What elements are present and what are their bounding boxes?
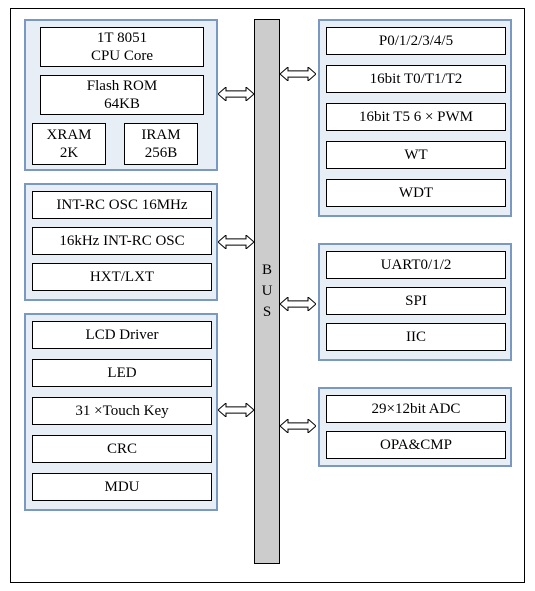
bus-arrow xyxy=(218,87,254,101)
text: UART0/1/2 xyxy=(381,256,452,274)
box-iram: IRAM 256B xyxy=(124,123,198,165)
box-iic: IIC xyxy=(326,323,506,351)
text: IRAM xyxy=(141,126,180,144)
box-uart: UART0/1/2 xyxy=(326,251,506,279)
text: 1T 8051 xyxy=(97,29,147,47)
group-cpu: 1T 8051 CPU Core Flash ROM 64KB XRAM 2K … xyxy=(24,19,218,171)
text: 16kHz INT-RC OSC xyxy=(59,232,184,250)
box-led: LED xyxy=(32,359,212,387)
box-wdt: WDT xyxy=(326,179,506,207)
bus-arrow xyxy=(280,67,316,81)
group-ports: P0/1/2/3/4/5 16bit T0/T1/T2 16bit T5 6 ×… xyxy=(318,19,512,217)
text: INT-RC OSC 16MHz xyxy=(56,196,187,214)
text: LCD Driver xyxy=(86,326,159,344)
text: XRAM xyxy=(46,126,91,144)
box-crc: CRC xyxy=(32,435,212,463)
text: 2K xyxy=(60,144,78,162)
box-pwm: 16bit T5 6 × PWM xyxy=(326,103,506,131)
text: 256B xyxy=(145,144,178,162)
box-flash: Flash ROM 64KB xyxy=(40,75,204,115)
box-mdu: MDU xyxy=(32,473,212,501)
text: LED xyxy=(107,364,136,382)
box-xram: XRAM 2K xyxy=(32,123,106,165)
group-analog: 29×12bit ADC OPA&CMP xyxy=(318,387,512,467)
box-osc2: 16kHz INT-RC OSC xyxy=(32,227,212,255)
group-comm: UART0/1/2 SPI IIC xyxy=(318,243,512,361)
diagram-canvas: B U S 1T 8051 CPU Core Flash ROM 64KB XR… xyxy=(10,8,525,583)
text: HXT/LXT xyxy=(90,268,154,286)
bus-arrow xyxy=(280,419,316,433)
group-periph-left: LCD Driver LED 31 ×Touch Key CRC MDU xyxy=(24,313,218,511)
text: 29×12bit ADC xyxy=(372,400,461,418)
box-adc: 29×12bit ADC xyxy=(326,395,506,423)
box-touch: 31 ×Touch Key xyxy=(32,397,212,425)
bus-arrow xyxy=(218,235,254,249)
box-wt: WT xyxy=(326,141,506,169)
bus-arrow xyxy=(280,297,316,311)
text: Flash ROM xyxy=(87,77,157,95)
group-osc: INT-RC OSC 16MHz 16kHz INT-RC OSC HXT/LX… xyxy=(24,183,218,301)
text: CRC xyxy=(107,440,137,458)
bus-block: B U S xyxy=(254,19,280,564)
text: IIC xyxy=(406,328,426,346)
text: 31 ×Touch Key xyxy=(75,402,168,420)
text: OPA&CMP xyxy=(380,436,452,454)
box-osc3: HXT/LXT xyxy=(32,263,212,291)
box-cpu-core: 1T 8051 CPU Core xyxy=(40,27,204,67)
bus-label-u: U xyxy=(262,281,273,302)
box-lcd: LCD Driver xyxy=(32,321,212,349)
box-spi: SPI xyxy=(326,287,506,315)
bus-label-b: B xyxy=(262,260,272,281)
box-timer: 16bit T0/T1/T2 xyxy=(326,65,506,93)
bus-arrow xyxy=(218,403,254,417)
text: MDU xyxy=(104,478,139,496)
box-osc1: INT-RC OSC 16MHz xyxy=(32,191,212,219)
box-ports: P0/1/2/3/4/5 xyxy=(326,27,506,55)
text: CPU Core xyxy=(91,47,153,65)
text: WT xyxy=(404,146,427,164)
text: P0/1/2/3/4/5 xyxy=(379,32,453,50)
text: 16bit T0/T1/T2 xyxy=(370,70,463,88)
text: SPI xyxy=(405,292,427,310)
box-opa: OPA&CMP xyxy=(326,431,506,459)
text: 64KB xyxy=(104,95,140,113)
text: WDT xyxy=(399,184,433,202)
text: 16bit T5 6 × PWM xyxy=(359,108,473,126)
bus-label-s: S xyxy=(263,302,271,323)
